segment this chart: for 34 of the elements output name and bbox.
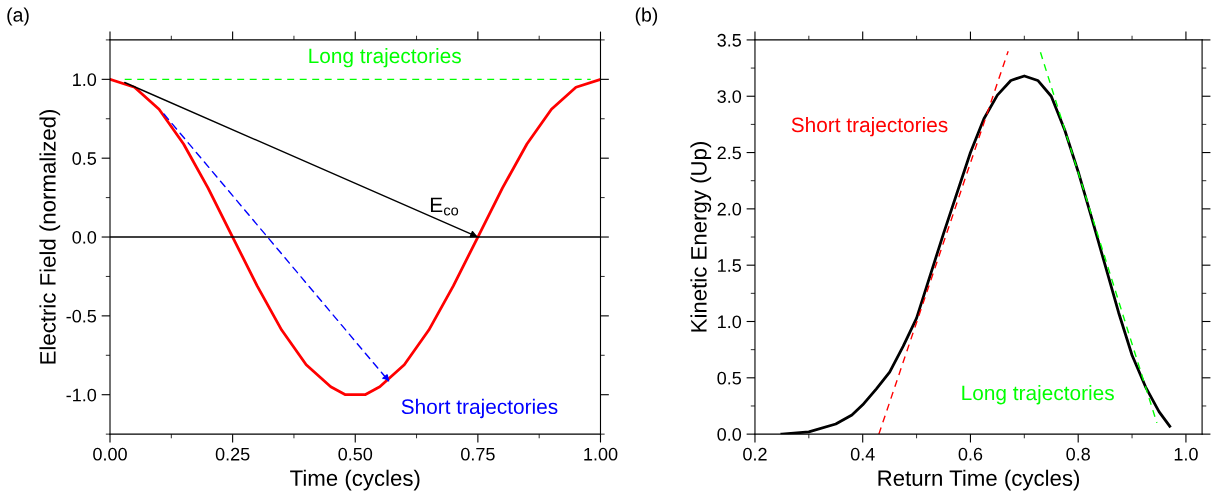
x-tick-label: 0.00: [93, 447, 127, 461]
x-tick-label: 0.4: [850, 447, 875, 461]
x-tick-label: 0.8: [1066, 447, 1090, 461]
x-tick-label: 1.0: [1174, 447, 1198, 461]
y-tick-label: 1.0: [718, 315, 742, 329]
series-label: Short trajectories: [791, 116, 948, 137]
x-tick-label: 0.2: [743, 447, 767, 461]
x-tick-label: 1.00: [584, 447, 618, 461]
y-axis-title: Electric Field (normalized): [39, 109, 61, 364]
y-tick-label: 0.0: [717, 428, 742, 441]
annotation: E$_{co}$: [430, 197, 459, 216]
text: (a): [7, 7, 29, 26]
x-axis-title: Return Time (cycles): [878, 469, 1080, 491]
series-label: Long trajectories: [309, 47, 461, 68]
y-tick-label: 0.5: [717, 371, 742, 385]
x-tick-label: 0.6: [958, 447, 983, 461]
annotation: Short trajectories: [401, 398, 558, 419]
y-tick-label: 1.5: [718, 259, 742, 272]
series-label: Long trajectories: [962, 385, 1114, 405]
x-axis-title: Time (cycles): [290, 469, 420, 491]
y-tick-label: 3.0: [717, 90, 742, 103]
y-tick-label: 3.5: [717, 33, 742, 47]
y-tick-label: 1.0: [73, 73, 97, 87]
y-tick-label: 2.0: [717, 202, 742, 216]
x-tick-label: 0.25: [215, 447, 250, 461]
x-tick-label: 0.75: [461, 447, 495, 461]
y-tick-label: -0.5: [66, 309, 97, 323]
y-tick-label: -1.0: [66, 388, 97, 402]
y-tick-label: 2.5: [717, 146, 742, 160]
y-tick-label: 0.5: [72, 152, 97, 165]
x-tick-label: 0.50: [338, 447, 373, 461]
y-axis-title: Kinetic Energy (Up): [690, 142, 712, 332]
text: (b): [635, 7, 658, 26]
y-tick-label: 0.0: [72, 230, 97, 244]
